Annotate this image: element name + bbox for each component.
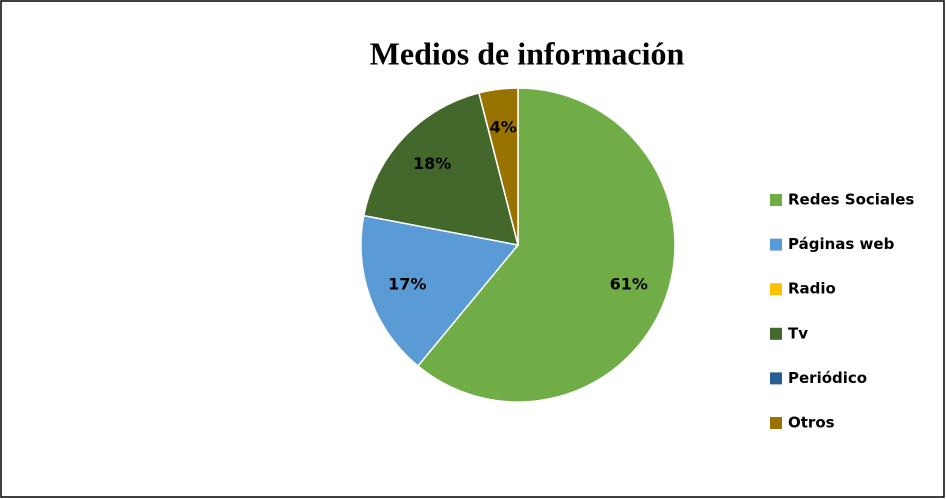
legend-label: Periódico [788, 369, 867, 387]
legend-swatch [770, 417, 782, 429]
legend-swatch [770, 372, 782, 385]
chart-title: Medios de información [370, 35, 685, 71]
legend-label: Tv [788, 324, 808, 342]
pie-slice [360, 214, 520, 368]
pie-slice [362, 92, 520, 246]
data-label: 17% [388, 274, 426, 293]
data-label: 4% [490, 118, 517, 137]
legend-label: Redes Sociales [788, 191, 914, 209]
pie-slice [416, 87, 676, 403]
legend-swatch [770, 327, 782, 340]
legend-swatch [770, 283, 782, 296]
data-label: 18% [413, 154, 451, 173]
legend-swatch [770, 238, 782, 251]
legend-label: Páginas web [788, 235, 895, 253]
pie-slice [478, 87, 519, 246]
data-label: 61% [610, 274, 648, 293]
legend-swatch [770, 194, 782, 206]
legend-label: Otros [788, 414, 835, 432]
legend-label: Radio [788, 280, 836, 298]
